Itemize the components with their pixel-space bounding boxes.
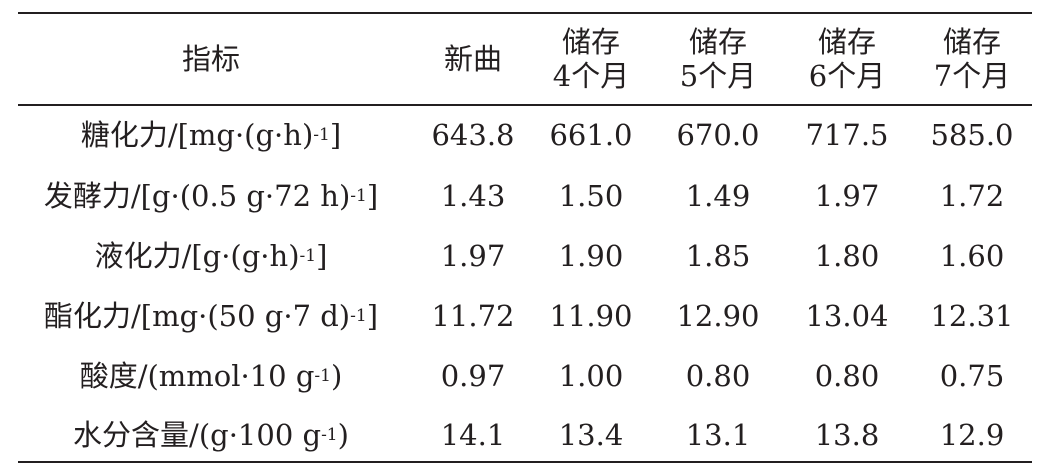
table-cell: 13.8	[814, 417, 880, 452]
header-rule	[18, 104, 1032, 106]
row-label: 糖化力/[mg·(g·h) -1]	[80, 117, 342, 152]
table-cell: 1.90	[558, 238, 624, 273]
table-cell: 0.80	[685, 358, 751, 393]
header-storage-4-line2: 4个月	[552, 59, 630, 93]
row-label-text: 酸度/(mmol·10 g	[79, 358, 315, 393]
row-label-tail: ]	[329, 117, 342, 152]
row-label: 水分含量/(g·100 g -1)	[73, 417, 349, 452]
top-rule	[18, 12, 1032, 14]
table-cell: 643.8	[431, 117, 515, 152]
table-cell: 13.4	[558, 417, 624, 452]
table-cell: 0.80	[814, 358, 880, 393]
row-label-text: 发酵力/[g·(0.5 g·72 h)	[43, 178, 351, 213]
table-cell: 717.5	[805, 117, 889, 152]
header-storage-7-line1: 储存	[942, 25, 1001, 59]
row-label-text: 水分含量/(g·100 g	[73, 417, 322, 452]
header-storage-6-line1: 储存	[817, 25, 876, 59]
table-cell: 670.0	[676, 117, 760, 152]
table-cell: 1.85	[685, 238, 751, 273]
table-cell: 14.1	[440, 417, 506, 452]
table-cell: 0.75	[939, 358, 1005, 393]
header-storage-7: 储存 7个月	[912, 14, 1032, 104]
table-cell: 0.97	[440, 358, 506, 393]
header-new-qu-text: 新曲	[443, 42, 502, 76]
row-label-tail: ]	[366, 298, 379, 333]
table-cell: 1.72	[939, 178, 1005, 213]
table-cell: 1.49	[685, 178, 751, 213]
row-label-text: 糖化力/[mg·(g·h)	[80, 117, 314, 152]
table-cell: 12.31	[930, 298, 1014, 333]
table-cell: 1.97	[814, 178, 880, 213]
data-table: 指标 新曲 储存 4个月 储存 5个月 储存 6个月 储存 7个月 糖化力/[m…	[18, 0, 1032, 474]
row-label-text: 酯化力/[mg·(50 g·7 d)	[43, 298, 351, 333]
row-label: 液化力/[g·(g·h) -1]	[94, 238, 328, 273]
table-cell: 1.80	[814, 238, 880, 273]
header-storage-5: 储存 5个月	[654, 14, 782, 104]
header-indicator-text: 指标	[181, 42, 240, 76]
header-storage-4-line1: 储存	[561, 25, 620, 59]
table-cell: 661.0	[549, 117, 633, 152]
header-storage-4: 储存 4个月	[528, 14, 654, 104]
row-label-tail: ]	[366, 178, 379, 213]
row-label: 酸度/(mmol·10 g -1)	[79, 358, 343, 393]
row-label-tail: ]	[316, 238, 328, 273]
header-indicator: 指标	[18, 14, 404, 104]
row-label: 发酵力/[g·(0.5 g·72 h) -1]	[43, 178, 379, 213]
table-cell: 12.9	[939, 417, 1005, 452]
table-cell: 1.50	[558, 178, 624, 213]
header-storage-6: 储存 6个月	[782, 14, 912, 104]
bottom-rule	[18, 461, 1032, 463]
row-label-tail: )	[330, 358, 343, 393]
table-cell: 13.04	[805, 298, 889, 333]
table-cell: 1.60	[939, 238, 1005, 273]
row-label: 酯化力/[mg·(50 g·7 d) -1]	[43, 298, 379, 333]
table-cell: 11.72	[431, 298, 515, 333]
header-storage-6-line2: 6个月	[808, 59, 886, 93]
row-label-tail: )	[337, 417, 349, 452]
table-cell: 1.00	[558, 358, 624, 393]
header-storage-7-line2: 7个月	[933, 59, 1011, 93]
table-cell: 1.43	[440, 178, 506, 213]
row-label-text: 液化力/[g·(g·h)	[94, 238, 300, 273]
table-cell: 11.90	[549, 298, 633, 333]
table-cell: 1.97	[440, 238, 506, 273]
header-storage-5-line1: 储存	[688, 25, 747, 59]
header-new-qu: 新曲	[418, 14, 528, 104]
header-storage-5-line2: 5个月	[679, 59, 757, 93]
table-cell: 585.0	[930, 117, 1014, 152]
table-cell: 12.90	[676, 298, 760, 333]
table-cell: 13.1	[685, 417, 751, 452]
